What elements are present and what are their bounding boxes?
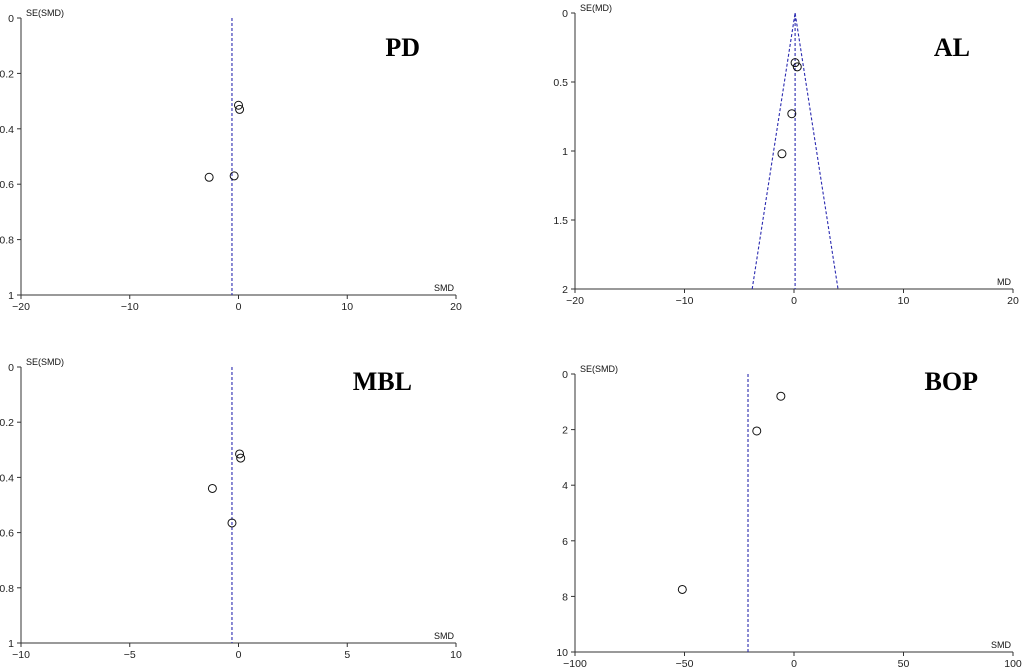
study-point	[677, 584, 687, 594]
x-axis-label: SMD	[991, 640, 1012, 650]
x-axis-label: SMD	[434, 631, 455, 641]
y-tick-label: 0.6	[0, 528, 14, 540]
x-tick-label: 0	[791, 295, 797, 307]
x-axis-label: SMD	[434, 283, 455, 293]
study-point	[234, 100, 243, 110]
study-point	[235, 449, 245, 459]
y-tick-label: 4	[562, 480, 568, 492]
x-tick-label: −10	[121, 301, 139, 313]
y-axis-label: SE(SMD)	[26, 8, 64, 18]
y-tick-label: 0.2	[0, 417, 14, 429]
y-axis-label: SE(SMD)	[580, 364, 618, 374]
y-tick-label: 2	[562, 425, 568, 437]
panel-title: MBL	[353, 367, 412, 396]
y-tick-label: 0.5	[553, 77, 568, 89]
x-tick-label: −5	[124, 649, 136, 661]
x-tick-label: −20	[566, 295, 584, 307]
y-tick-label: 0.8	[0, 235, 14, 247]
x-tick-label: 20	[450, 301, 462, 313]
study-point	[235, 104, 245, 114]
y-tick-label: 0.2	[0, 68, 14, 80]
funnel-plot-pd: −20 −10 0 10 20 0 0.2 0.4 0.6 0.8 1 SE(SMD) SMD PD	[0, 8, 462, 313]
study-point	[227, 518, 237, 528]
panel-title: PD	[385, 33, 420, 62]
x-tick-label: 0	[236, 649, 242, 661]
study-point	[207, 483, 217, 493]
x-tick-label: 0	[791, 658, 797, 667]
x-tick-label: 20	[1007, 295, 1019, 307]
y-tick-label: 0	[562, 8, 568, 20]
y-tick-label: 8	[562, 591, 568, 603]
x-tick-label: −10	[676, 295, 694, 307]
y-tick-label: 1	[562, 146, 568, 158]
x-tick-label: 0	[236, 301, 242, 313]
funnel-plot-bop: −100 −50 0 50 100 0 2 4 6 8 10 SE(SMD) SMD BOP	[556, 364, 1022, 667]
study-point	[752, 426, 762, 436]
y-axis-label: SE(SMD)	[26, 357, 64, 367]
study-point	[204, 172, 214, 182]
funnel-plot-al: −20 −10 0 10 20 0 0.5 1 1.5 2 SE(MD) MD AL	[553, 3, 1019, 307]
y-tick-label: 0.4	[0, 124, 14, 136]
study-point	[776, 391, 786, 401]
y-tick-label: 1	[8, 638, 14, 650]
y-tick-label: 6	[562, 536, 568, 548]
x-tick-label: 50	[898, 658, 910, 667]
y-tick-label: 0	[8, 13, 14, 25]
x-axis-label: MD	[997, 277, 1011, 287]
x-tick-label: −50	[676, 658, 694, 667]
study-point	[790, 58, 800, 68]
y-tick-label: 0.4	[0, 472, 14, 484]
study-point	[792, 62, 802, 72]
panel-title: AL	[934, 33, 970, 62]
study-point	[229, 171, 239, 181]
funnel-plot-mbl: −10 −5 0 5 10 0 0.2 0.4 0.6 0.8 1 SE(SMD) SMD MBL	[0, 357, 462, 661]
y-tick-label: 10	[556, 647, 568, 659]
x-tick-label: −100	[563, 658, 587, 667]
y-tick-label: 2	[562, 284, 568, 296]
x-tick-label: 10	[898, 295, 910, 307]
funnel-ci-lines	[751, 12, 839, 290]
x-tick-label: 100	[1004, 658, 1022, 667]
y-tick-label: 0	[562, 369, 568, 381]
y-tick-label: 0.8	[0, 583, 14, 595]
x-tick-label: 10	[450, 649, 462, 661]
panel-title: BOP	[925, 367, 979, 396]
study-point	[777, 149, 787, 159]
x-tick-label: 10	[341, 301, 353, 313]
y-tick-label: 1.5	[553, 215, 568, 227]
study-point	[787, 109, 797, 119]
study-point	[236, 453, 246, 463]
x-tick-label: 5	[344, 649, 350, 661]
y-tick-label: 0	[8, 362, 14, 374]
x-tick-label: −20	[12, 301, 30, 313]
y-tick-label: 0.6	[0, 179, 14, 191]
y-tick-label: 1	[8, 290, 14, 302]
x-tick-label: −10	[12, 649, 30, 661]
y-axis-label: SE(MD)	[580, 3, 612, 13]
